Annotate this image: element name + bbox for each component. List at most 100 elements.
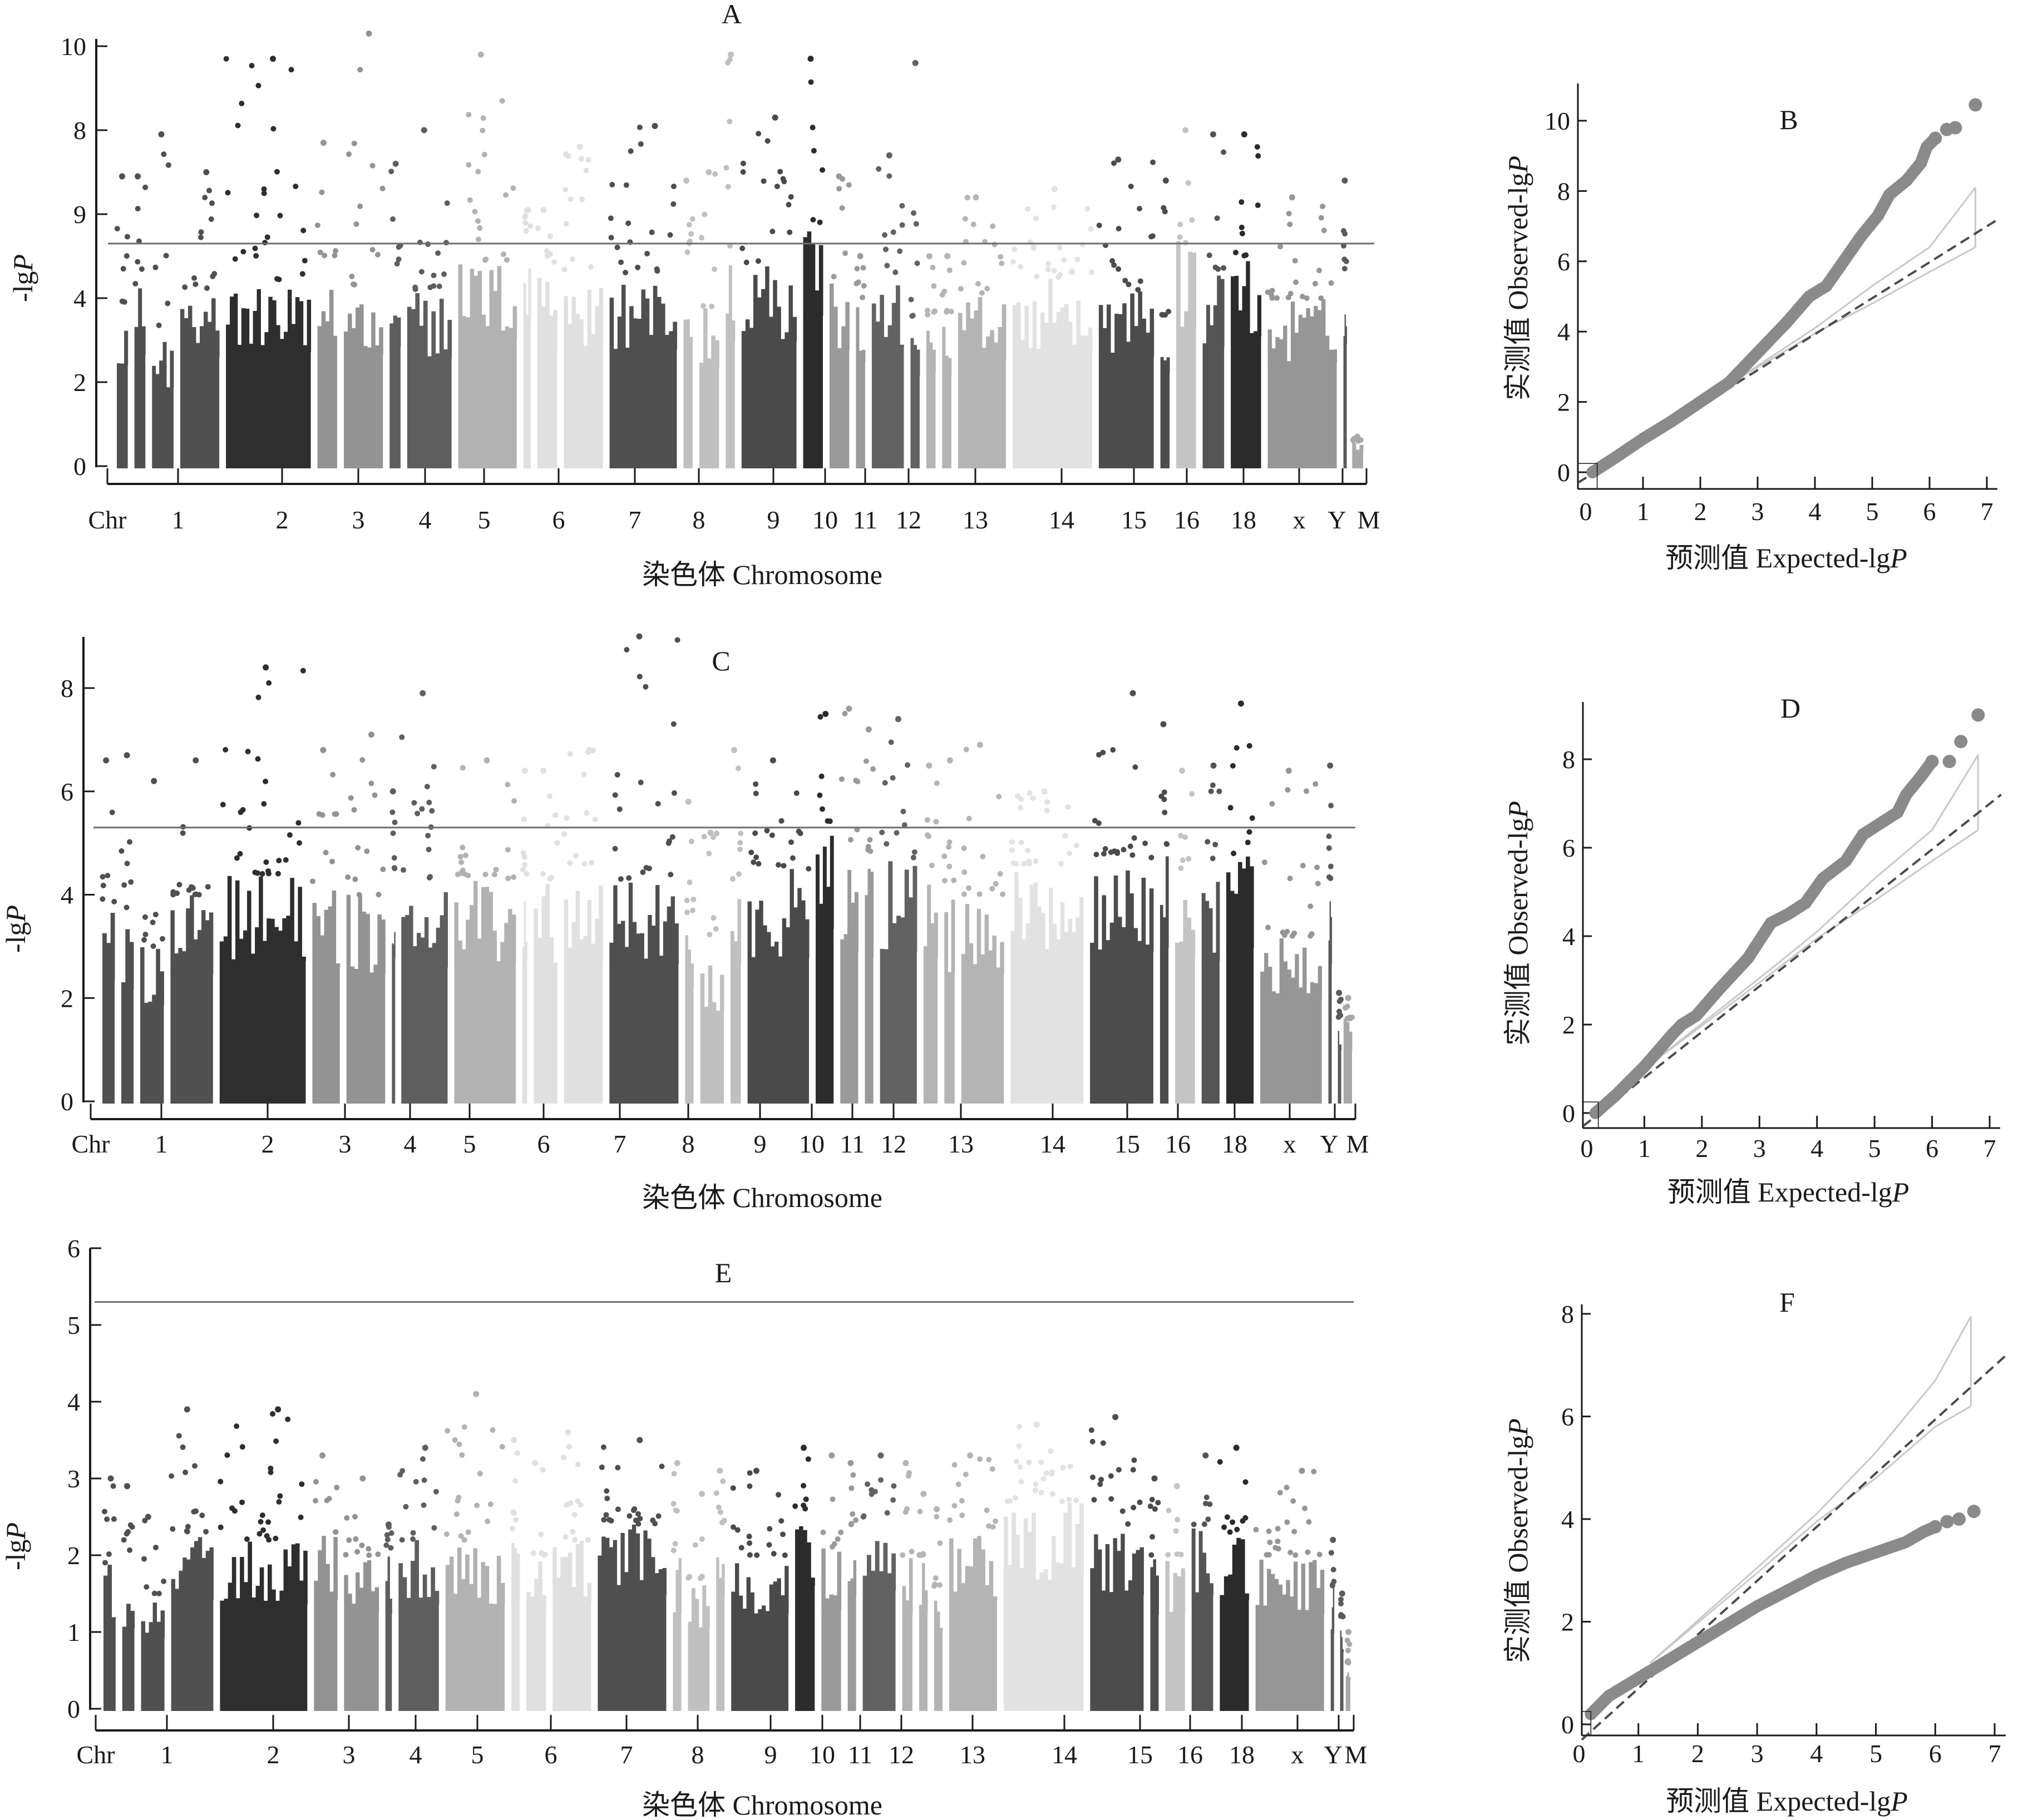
snp-point — [604, 1488, 610, 1494]
snp-point — [1030, 795, 1036, 801]
snp-column — [190, 895, 194, 974]
confidence-upper-line — [1644, 754, 1979, 1070]
snp-point — [1038, 1490, 1044, 1496]
snp-point — [743, 259, 749, 265]
snp-point — [1012, 246, 1018, 253]
snp-column — [1012, 305, 1017, 350]
snp-column — [974, 310, 979, 360]
y-tick-label: 2 — [73, 368, 86, 397]
snp-column — [711, 335, 716, 368]
panel-label-a: A — [722, 0, 742, 29]
snp-point — [467, 197, 473, 203]
snp-column — [782, 918, 787, 958]
snp-point — [563, 1534, 569, 1540]
origin-box — [1577, 463, 1598, 489]
snp-peak-point — [1285, 768, 1292, 774]
snp-point — [399, 1537, 405, 1543]
snp-point — [884, 841, 890, 847]
snp-column — [732, 320, 736, 342]
snp-column — [223, 936, 228, 961]
chromosome-band-3 — [314, 140, 339, 468]
snp-density-body — [140, 1005, 164, 1104]
snp-point — [144, 1584, 150, 1590]
snp-peak-point — [705, 169, 712, 175]
snp-point — [1185, 180, 1191, 186]
snp-point — [984, 285, 990, 291]
snp-point — [261, 190, 267, 196]
snp-column — [253, 310, 258, 353]
snp-column — [913, 345, 917, 376]
snp-point — [1300, 863, 1306, 869]
y-tick-label: 10 — [61, 32, 86, 61]
snp-point — [552, 812, 559, 818]
snp-column — [511, 1543, 515, 1600]
snp-point — [203, 1529, 209, 1535]
snp-point — [487, 1501, 494, 1507]
snp-column — [921, 1563, 925, 1614]
snp-column — [186, 1559, 191, 1600]
chromosome-band-14 — [1010, 186, 1095, 468]
snp-point — [429, 808, 435, 814]
snp-density-body — [683, 341, 693, 468]
snp-point — [237, 850, 243, 857]
snp-column — [553, 310, 557, 347]
snp-column — [728, 265, 732, 342]
snp-column — [777, 306, 781, 342]
snp-density-body — [385, 1613, 392, 1711]
snp-density-body — [942, 375, 951, 468]
snp-density-body — [1267, 362, 1337, 468]
snp-column — [465, 1554, 470, 1605]
snp-point — [848, 1521, 855, 1527]
snp-point — [996, 794, 1002, 800]
snp-point — [1272, 1545, 1279, 1551]
snp-point — [1065, 804, 1071, 810]
snp-column — [1130, 293, 1134, 358]
snp-column — [335, 963, 341, 968]
snp-column — [981, 1549, 985, 1600]
snp-peak-point — [420, 690, 426, 696]
snp-column — [356, 307, 360, 355]
snp-column — [904, 869, 909, 952]
snp-column — [1035, 1579, 1040, 1581]
snp-point — [388, 169, 394, 175]
snp-column — [1071, 1567, 1076, 1581]
snp-point — [817, 714, 823, 720]
snp-point — [542, 1551, 548, 1557]
snp-column — [270, 918, 275, 961]
snp-point — [141, 937, 147, 943]
snp-point — [1091, 1497, 1097, 1503]
x-tick-label: 3 — [1751, 1739, 1764, 1768]
snp-peak-point — [576, 144, 583, 150]
snp-point — [690, 907, 696, 913]
snp-column — [924, 1590, 928, 1614]
chromosome-band-Y — [1340, 177, 1349, 468]
snp-density-body — [552, 1604, 591, 1711]
chromosome-band-16 — [1175, 768, 1196, 1104]
snp-column — [387, 1556, 390, 1614]
snp-column — [317, 326, 322, 337]
snp-peak-point — [203, 169, 210, 175]
snp-point — [372, 792, 378, 798]
chromosome-band-1 — [101, 1475, 117, 1711]
snp-density-body — [1345, 1680, 1350, 1711]
y-tick-label: 5 — [67, 1311, 80, 1339]
x-tick-label: 0 — [1581, 1134, 1593, 1163]
snp-point — [466, 112, 472, 118]
snp-column — [1118, 314, 1123, 358]
snp-point — [579, 196, 585, 202]
snp-point — [421, 1477, 427, 1483]
snp-point — [1221, 265, 1227, 271]
snp-column — [103, 1575, 108, 1619]
snp-density-body — [1231, 335, 1261, 468]
snp-point — [1017, 1464, 1023, 1470]
snp-point — [567, 860, 573, 866]
snp-column — [1320, 1570, 1325, 1614]
snp-peak-point — [772, 114, 778, 121]
snp-column — [295, 297, 300, 353]
snp-point — [925, 308, 931, 314]
snp-column — [1175, 942, 1180, 958]
snp-point — [277, 212, 283, 219]
snp-column — [431, 1567, 436, 1605]
snp-point — [654, 266, 660, 272]
snp-density-body — [961, 973, 1004, 1104]
